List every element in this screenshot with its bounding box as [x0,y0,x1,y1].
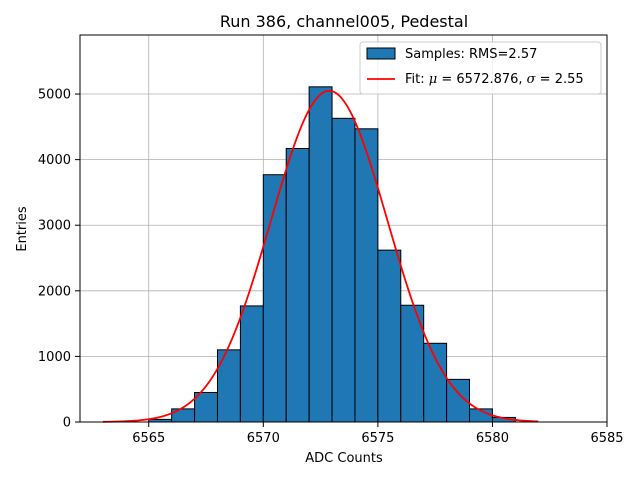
histogram-bar-7 [308,86,333,423]
plot-frame [79,34,608,423]
histogram-bar-4 [239,305,264,423]
y-tick-label-3: 3000 [38,219,71,234]
legend-fit-mu-value: = 6572.876, [437,72,526,87]
legend-box [359,41,602,95]
legend-fit-label: Fit: μ = 6572.876, σ = 2.55 [405,72,584,87]
legend: Samples: RMS=2.57 Fit: μ = 6572.876, σ =… [359,41,602,95]
y-tick-label-1: 1000 [38,350,71,365]
y-tick-label-0: 0 [63,416,71,431]
x-axis-label: ADC Counts [305,451,383,466]
y-axis-label: Entries [15,206,30,252]
x-tick-label-3: 6580 [476,431,509,446]
legend-fit-sigma-value: = 2.55 [536,72,584,87]
legend-fit-prefix: Fit: [405,72,429,87]
histogram-bars [148,86,516,423]
histogram-bar-9 [354,128,379,423]
x-tick-label-1: 6570 [247,431,280,446]
histogram-bar-10 [377,249,402,423]
histogram-bar-8 [331,117,356,423]
legend-fit-sigma-symbol: σ [527,72,537,87]
legend-fit-mu-symbol: μ [429,72,437,87]
histogram-bar-12 [423,342,448,423]
x-tick-label-0: 6565 [132,431,165,446]
y-tick-label-4: 4000 [38,153,71,168]
x-tick-label-4: 6585 [590,431,623,446]
x-axis-ticks: 6565 6570 6575 6580 6585 [132,422,624,446]
y-tick-label-5: 5000 [38,88,71,103]
y-tick-label-2: 2000 [38,284,71,299]
histogram-bar-5 [262,174,287,423]
legend-samples-swatch [366,47,396,60]
fit-curve [102,89,539,423]
x-tick-label-2: 6575 [361,431,394,446]
legend-samples-label: Samples: RMS=2.57 [405,47,537,62]
histogram-bar-2 [194,391,218,423]
fit-curve-layer [102,89,539,423]
chart-title: Run 386, channel005, Pedestal [220,12,468,31]
histogram-bar-6 [285,147,310,423]
y-axis-ticks: 0 1000 2000 3000 4000 5000 [38,88,80,431]
